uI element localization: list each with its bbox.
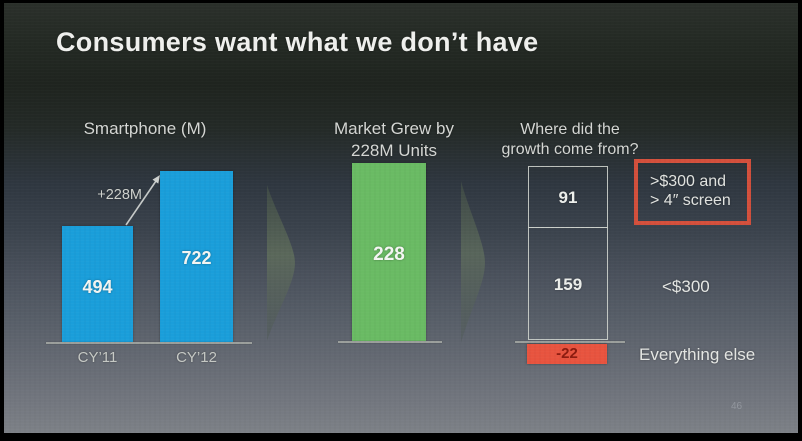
left-chart-title: Smartphone (M) [83, 119, 207, 138]
label-everything-else: Everything else [639, 345, 756, 364]
page-number: 46 [731, 401, 743, 412]
segment-everything-else-bar: -22 [527, 344, 607, 364]
right-chart-baseline [515, 341, 625, 343]
middle-chart-title-line2: 228M Units [351, 140, 437, 160]
right-chart-title-line2: growth come from? [501, 141, 639, 159]
label-under-300: <$300 [662, 277, 710, 296]
segment-everything-else-value: -22 [556, 345, 578, 362]
callout-label: >$300 and > 4″ screen [638, 163, 747, 210]
growth-annotation: +228M [97, 187, 142, 203]
bar-cy12 [160, 171, 233, 342]
growth-arrow-icon [125, 175, 160, 226]
segment-under-300-value: 159 [553, 275, 583, 294]
left-chart-baseline [46, 342, 252, 344]
flow-chevron-right-icon [267, 185, 295, 341]
segment-under-300 [528, 227, 608, 340]
callout-line2: > 4″ screen [650, 192, 731, 210]
callout-line1: >$300 and [650, 173, 727, 190]
x-label-cy12: CY’12 [176, 349, 217, 366]
middle-chart-baseline [338, 341, 442, 343]
right-chart-title-line1: Where did the [520, 121, 620, 138]
right-chart-title: Where did the growth come from? [490, 120, 650, 161]
bar-market-growth [352, 163, 426, 341]
middle-chart-title: Market Grew by 228M Units [320, 118, 468, 162]
bar-cy12-value: 722 [181, 248, 212, 268]
highlight-callout-box: >$300 and > 4″ screen [634, 159, 751, 225]
middle-chart-title-line1: Market Grew by [334, 119, 454, 138]
x-label-cy11: CY’11 [77, 349, 118, 366]
flow-chevron-right-icon [461, 181, 485, 343]
bar-cy11-value: 494 [82, 277, 113, 297]
slide-canvas: Consumers want what we don’t have Smartp… [4, 3, 798, 433]
bar-cy11 [62, 226, 133, 342]
slide-title: Consumers want what we don’t have [56, 27, 539, 57]
bar-market-growth-value: 228 [373, 244, 405, 265]
segment-over-300-value: 91 [558, 188, 578, 207]
